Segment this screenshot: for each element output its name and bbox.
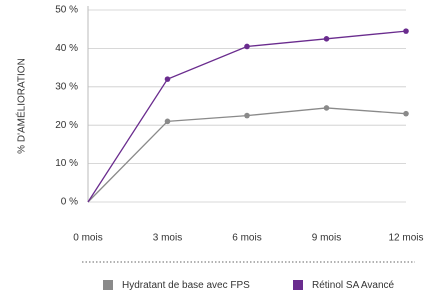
- y-tick-label: 30 %: [55, 81, 78, 92]
- legend-label: Hydratant de base avec FPS: [122, 280, 250, 291]
- x-tick-label: 12 mois: [388, 233, 423, 244]
- point: [323, 105, 330, 111]
- y-tick-label: 50 %: [55, 5, 78, 16]
- legend-label: Rétinol SA Avancé: [312, 280, 395, 291]
- x-tick-label: 6 mois: [232, 233, 261, 244]
- x-tick-label: 9 mois: [312, 233, 341, 244]
- y-tick-label: 10 %: [55, 158, 78, 169]
- point: [323, 36, 330, 42]
- y-tick-label: 0 %: [61, 197, 78, 208]
- x-tick-label: 0 mois: [73, 233, 102, 244]
- x-tick-label: 3 mois: [153, 233, 182, 244]
- legend-swatch: [103, 280, 113, 290]
- point: [403, 28, 409, 34]
- y-tick-label: 20 %: [55, 120, 78, 131]
- point: [164, 118, 171, 125]
- point: [244, 43, 250, 50]
- point: [403, 110, 409, 117]
- y-axis-label: % D'AMÉLIORATION: [15, 58, 28, 154]
- point: [244, 112, 250, 119]
- legend-swatch: [293, 280, 303, 290]
- y-tick-label: 40 %: [55, 43, 78, 54]
- line-series: [87, 107, 407, 203]
- point: [164, 76, 171, 82]
